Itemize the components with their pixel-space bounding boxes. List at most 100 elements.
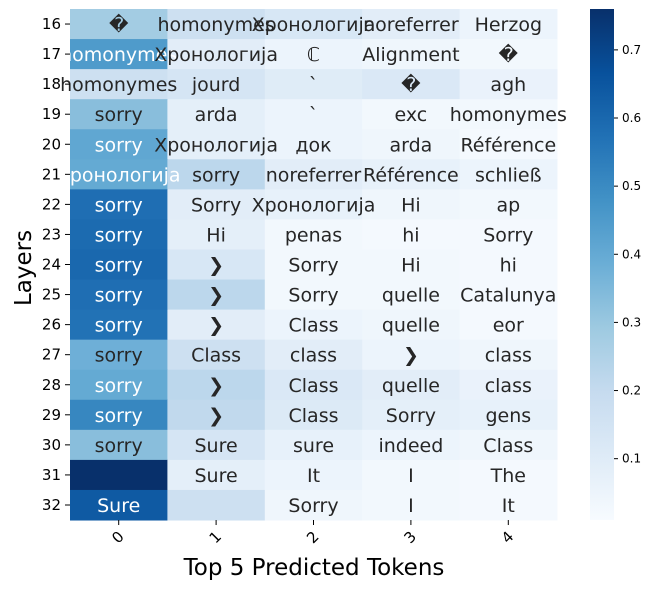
colorbar-tick-label: 0.3 — [622, 315, 641, 329]
y-axis-ticks: 16 17 18 19 20 21 22 23 24 25 26 27 28 29 30 31 32 — [42, 15, 70, 514]
heatmap-cell-token: indeed — [378, 435, 443, 457]
heatmap-cell — [167, 99, 266, 130]
heatmap-cell — [459, 279, 558, 311]
heatmap-cell-token: ℂ — [307, 44, 320, 66]
heatmap-cell-token: sorry — [95, 375, 143, 397]
heatmap-cell-token: homonymes — [60, 74, 177, 96]
colorbar-tick-label: 0.2 — [622, 384, 641, 398]
heatmap-cell-token: Référence — [460, 134, 556, 156]
heatmap-cell — [167, 39, 266, 70]
heatmap-cell — [70, 69, 168, 100]
heatmap-cell-token: homonymes — [158, 14, 275, 36]
heatmap-cell — [362, 279, 461, 311]
x-axis-ticks: 0 1 2 3 4 — [108, 520, 517, 547]
heatmap-cell-token: sorry — [95, 134, 143, 156]
y-tick-label: 23 — [42, 225, 61, 243]
heatmap-cell-token: Class — [191, 345, 241, 367]
heatmap-cell — [264, 159, 363, 190]
heatmap-cell-token: arda — [195, 104, 238, 126]
heatmap-cell — [264, 39, 363, 70]
colorbar-ticks: 0.1 0.2 0.3 0.4 0.5 0.6 0.7 — [614, 43, 641, 466]
heatmap-cell-token: Sorry — [288, 495, 338, 517]
heatmap-cell-token: Хронологија — [252, 14, 376, 36]
heatmap-cell — [70, 159, 168, 190]
heatmap-cell — [459, 159, 558, 190]
heatmap-cell-token: Référence — [363, 164, 459, 186]
heatmap-cell — [70, 459, 168, 491]
heatmap-cell-token: ❯ — [403, 345, 419, 367]
heatmap-cell — [459, 249, 558, 281]
heatmap-cell-token: Class — [289, 315, 339, 337]
heatmap-cell-token: Sorry — [191, 194, 241, 216]
heatmap-cell — [459, 39, 558, 70]
heatmap-cell-token: Хронологија — [154, 134, 278, 156]
heatmap-cell — [167, 279, 266, 311]
heatmap-cell-token: hi — [402, 224, 419, 246]
heatmap-cell-token: Class — [483, 435, 533, 457]
colorbar-tick-label: 0.5 — [622, 179, 641, 193]
y-tick-label: 32 — [42, 496, 61, 514]
y-tick-label: 20 — [42, 135, 61, 153]
heatmap-cell-token: Sure — [195, 435, 238, 457]
y-tick-label: 17 — [42, 45, 61, 63]
heatmap-cell-token: Sorry — [288, 255, 338, 277]
heatmap-cell — [264, 249, 363, 281]
heatmap-cell — [459, 399, 558, 431]
heatmap-cell — [167, 189, 266, 220]
y-tick-label: 22 — [42, 195, 61, 213]
heatmap-cell-token: sorry — [95, 224, 143, 246]
heatmap-cell-token: Hi — [401, 194, 421, 216]
heatmap-cell — [70, 39, 168, 70]
heatmap-cell — [167, 129, 266, 160]
heatmap-cell — [167, 219, 266, 250]
heatmap-cell — [264, 9, 363, 40]
heatmap-cell — [264, 129, 363, 160]
heatmap-cell-token: Herzog — [475, 14, 542, 36]
heatmap-cell-token: � — [109, 13, 129, 36]
y-tick-label: 16 — [42, 15, 61, 33]
x-tick-label: 1 — [206, 528, 225, 547]
heatmap-cell — [167, 459, 266, 491]
heatmap-cell-token: jourd — [191, 74, 240, 96]
heatmap-cell — [362, 369, 461, 401]
heatmap-cell-token: sorry — [95, 405, 143, 427]
heatmap-cell — [167, 309, 266, 341]
heatmap-cell — [70, 369, 168, 401]
heatmap-cell — [362, 219, 461, 250]
heatmap-cell-token: ap — [496, 194, 520, 216]
heatmap-cell-token: sorry — [95, 435, 143, 457]
heatmap-cell-token: sorry — [95, 104, 143, 126]
heatmap-cell — [70, 189, 168, 220]
heatmap-cell — [264, 459, 363, 491]
colorbar-tick-label: 0.7 — [622, 43, 641, 57]
heatmap-cell — [362, 339, 461, 371]
heatmap-cell-token: � — [499, 43, 519, 66]
x-tick-label: 3 — [400, 528, 419, 547]
heatmap-cell-token: noreferrer — [363, 14, 459, 36]
heatmap-cell-token: homonymes — [60, 44, 177, 66]
heatmap-cell-token: sure — [293, 435, 334, 457]
heatmap-cell-token: Хронологија — [154, 44, 278, 66]
y-tick-label: 27 — [42, 346, 61, 364]
heatmap-cell — [167, 249, 266, 281]
heatmap-cell — [264, 369, 363, 401]
heatmap-cell-token: quelle — [382, 315, 440, 337]
heatmap-cell-token: exc — [395, 104, 428, 126]
heatmap-cell-token: ❯ — [208, 285, 224, 307]
x-tick-label: 4 — [498, 528, 517, 547]
colorbar-tick-label: 0.6 — [622, 111, 641, 125]
heatmap-cell-token: Sure — [97, 495, 140, 517]
heatmap-cell — [264, 189, 363, 220]
heatmap-cell — [264, 309, 363, 341]
heatmap-cell — [459, 189, 558, 220]
heatmap-cell-token: ❯ — [208, 405, 224, 427]
y-axis-label: Layers — [11, 230, 37, 306]
heatmap-cell — [70, 309, 168, 341]
y-tick-label: 24 — [42, 256, 61, 274]
y-tick-label: 26 — [42, 316, 61, 334]
heatmap-cell-token: sorry — [95, 285, 143, 307]
heatmap-cell — [362, 129, 461, 160]
heatmap-cell-token: quelle — [382, 375, 440, 397]
